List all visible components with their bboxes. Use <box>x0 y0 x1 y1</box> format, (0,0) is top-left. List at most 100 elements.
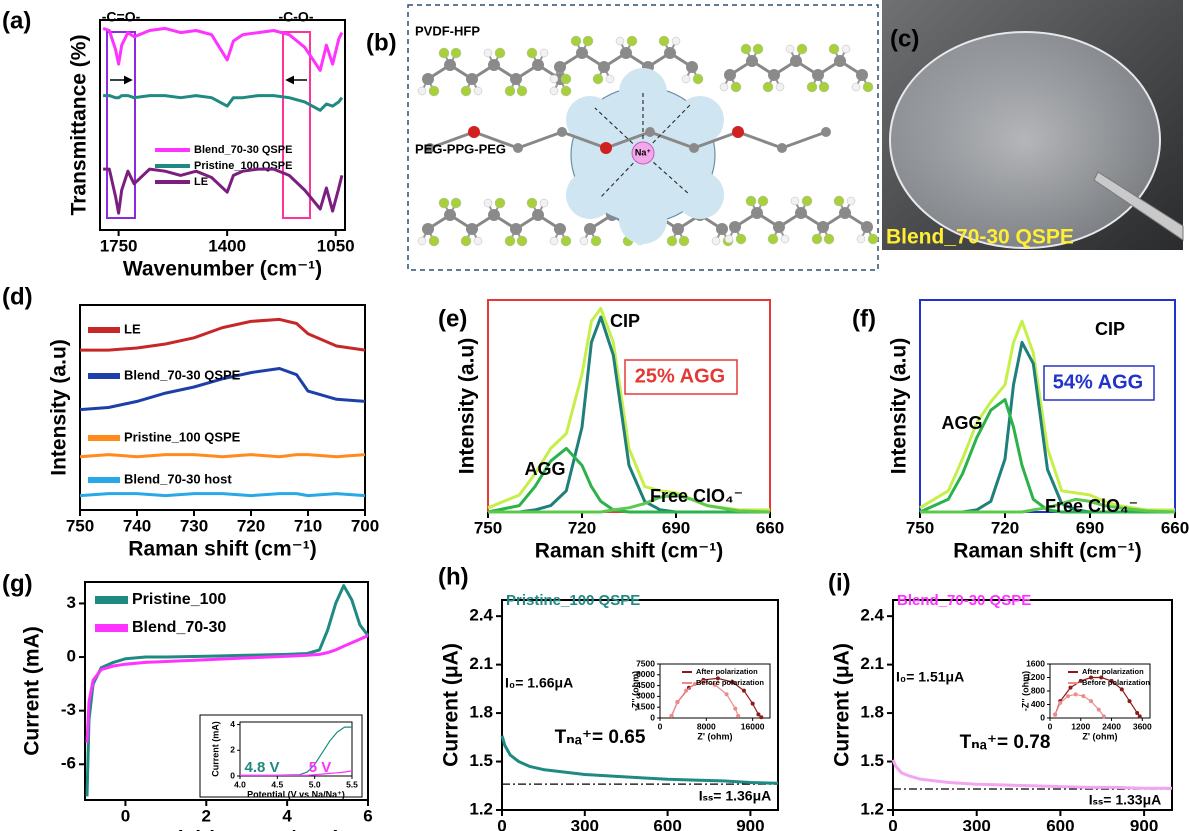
legend-label: Blend_70-30 <box>132 619 226 636</box>
series-annotation: Free ClO₄⁻ <box>650 486 743 506</box>
panel-label: (i) <box>828 569 851 596</box>
x-tick-label: 2400 <box>1102 721 1121 731</box>
atom <box>682 75 690 83</box>
atom <box>773 221 785 233</box>
atom <box>561 236 571 246</box>
annotation: 54% AGG <box>1053 371 1143 393</box>
atom <box>444 59 456 71</box>
atom <box>422 223 434 235</box>
atom <box>576 47 588 59</box>
legend-label: Blend_70-30 host <box>124 471 232 486</box>
atom <box>829 44 839 54</box>
atom <box>725 235 733 243</box>
annotation: Iₛₛ= 1.33μA <box>1089 792 1162 808</box>
y-tick-label: 400 <box>1031 699 1045 709</box>
x-tick-label: 740 <box>123 516 151 535</box>
series-annotation: AGG <box>941 413 982 433</box>
atom <box>736 234 746 244</box>
atom <box>532 59 544 71</box>
x-axis-label: Potential (V vs Na/Na⁺) <box>112 828 340 831</box>
atom <box>484 49 492 57</box>
x-tick-label: 1050 <box>317 236 355 255</box>
point <box>1089 699 1093 703</box>
atom <box>422 73 434 85</box>
series-line <box>103 96 342 111</box>
y-axis-label: -Z'' (ohm) <box>1020 671 1030 711</box>
atom <box>598 61 610 73</box>
atom <box>791 197 799 205</box>
point <box>1097 708 1101 712</box>
point <box>1074 692 1078 696</box>
point <box>675 700 679 704</box>
atom <box>474 237 482 245</box>
y-tick-label: 0 <box>67 647 76 666</box>
atom <box>724 69 736 81</box>
atom <box>451 48 461 58</box>
point <box>733 707 737 711</box>
atom <box>517 236 527 246</box>
x-tick-label: 660 <box>756 518 784 537</box>
legend-label: Before polarization <box>696 678 764 687</box>
series-annotation: CIP <box>610 311 640 331</box>
annotation: I₀= 1.51μA <box>896 669 964 685</box>
point <box>725 692 729 696</box>
atom <box>732 126 744 138</box>
atom <box>819 82 829 92</box>
panel-label: (h) <box>438 563 469 590</box>
diagram-label: PVDF-HFP <box>415 23 480 38</box>
annotation: -C=O- <box>102 9 141 25</box>
atom <box>852 83 860 91</box>
atom <box>763 82 773 92</box>
annotation: 4.8 V <box>244 759 279 776</box>
x-tick-label: 720 <box>991 518 1019 537</box>
atom <box>768 234 778 244</box>
atom <box>842 45 850 53</box>
y-tick-label: 1600 <box>1026 658 1045 668</box>
atom <box>580 237 588 245</box>
series-line <box>80 455 365 457</box>
atom <box>505 86 515 96</box>
atom <box>746 196 756 206</box>
y-axis-label: -Z'' (ohm) <box>630 671 640 711</box>
x-tick-label: 750 <box>474 518 502 537</box>
atom <box>591 236 601 246</box>
atom <box>532 209 544 221</box>
atom <box>781 235 789 243</box>
point <box>684 689 688 693</box>
atom <box>645 127 655 137</box>
annotation: I₀= 1.66μA <box>505 675 573 691</box>
legend-label: LE <box>194 176 208 188</box>
annotation: Tₙₐ⁺= 0.65 <box>555 727 646 748</box>
y-tick-label: 2 <box>230 745 235 755</box>
point <box>1053 713 1057 717</box>
legend-label: Pristine_100 <box>132 591 226 608</box>
atom <box>863 82 873 92</box>
atom <box>667 236 677 246</box>
x-tick-label: 750 <box>906 518 934 537</box>
atom <box>561 86 571 96</box>
atom <box>540 199 548 207</box>
cloud <box>619 196 667 244</box>
atom <box>466 73 478 85</box>
legend-label: Before polarization <box>1082 678 1150 687</box>
atom <box>540 49 548 57</box>
atom <box>505 236 515 246</box>
y-tick-label: 1.8 <box>469 703 493 722</box>
x-tick-label: 1750 <box>100 236 138 255</box>
annotation: Iₛₛ= 1.36μA <box>699 788 772 804</box>
panel-label: (b) <box>366 29 397 56</box>
atom <box>807 82 817 92</box>
x-axis-label: Z' (ohm) <box>1082 731 1117 741</box>
atom <box>495 48 505 58</box>
atom <box>510 223 522 235</box>
film-disc <box>890 32 1160 248</box>
atom <box>729 221 741 233</box>
atom <box>716 223 728 235</box>
y-tick-label: 2.1 <box>860 654 884 673</box>
x-tick-label: 710 <box>294 516 322 535</box>
atom <box>720 83 728 91</box>
panel-label: (e) <box>438 305 467 332</box>
point <box>759 715 763 719</box>
atom <box>527 198 537 208</box>
x-tick-label: 1200 <box>1071 721 1090 731</box>
